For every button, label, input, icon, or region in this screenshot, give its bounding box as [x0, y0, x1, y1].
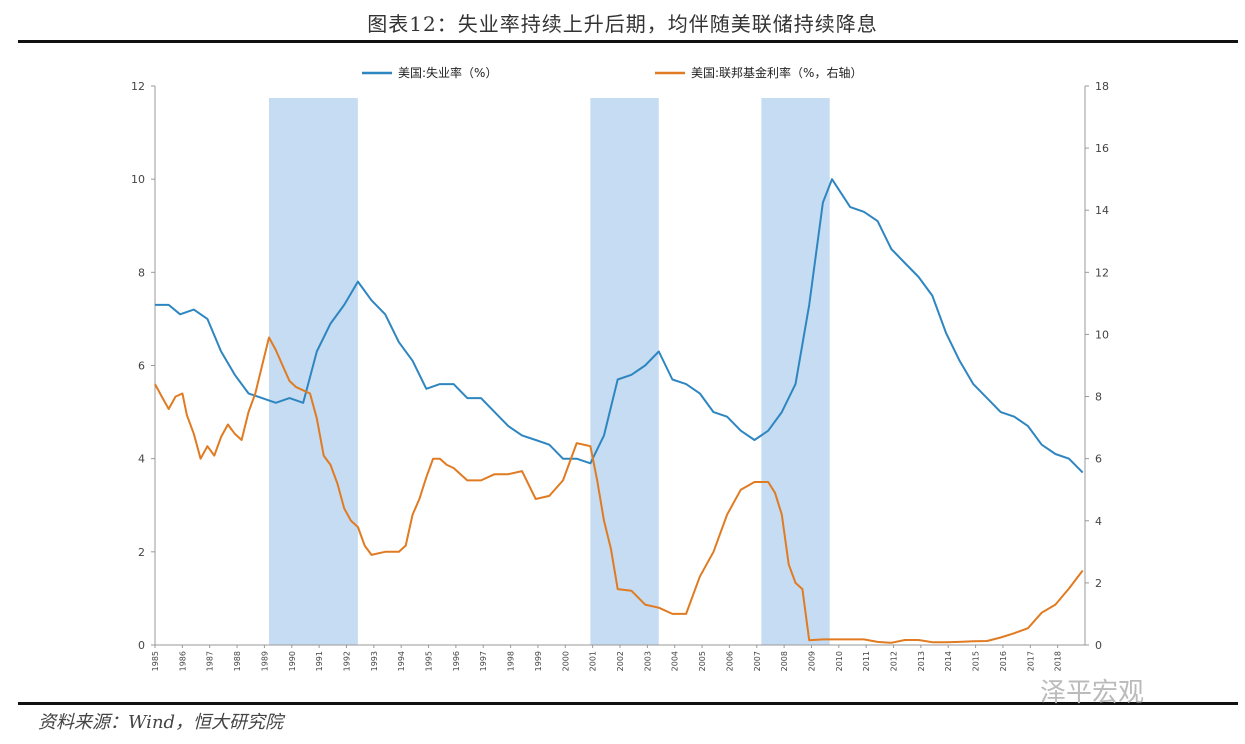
right-tick-label: 8	[1095, 391, 1102, 404]
x-tick-label: 1994	[397, 651, 406, 671]
x-tick-label: 2012	[890, 651, 899, 671]
axes: 0 2 4 6 8 10 12 0 2 4 6 8 10 12 14 16 18 1985 1986 1987 1988…	[131, 80, 1109, 671]
recession-band-2	[590, 98, 659, 645]
x-tick-label: 1999	[534, 651, 543, 671]
chart-title: 图表12：失业率持续上升后期，均伴随美联储持续降息	[367, 12, 878, 36]
unemployment-rate-line	[155, 178, 1084, 474]
right-tick-label: 2	[1095, 577, 1102, 590]
recession-bands	[268, 98, 830, 645]
recession-band-3	[761, 98, 830, 645]
x-tick-label: 2003	[643, 651, 652, 671]
x-tick-label: 2010	[835, 651, 844, 671]
right-tick-label: 6	[1095, 453, 1102, 466]
x-tick-label: 1997	[479, 651, 488, 671]
source-note: 资料来源：Wind，恒大研究院	[38, 712, 284, 733]
left-tick-label: 12	[131, 80, 145, 93]
right-tick-label: 14	[1095, 204, 1109, 217]
x-tick-label: 2007	[753, 651, 762, 671]
legend-label-2: 美国:联邦基金利率（%，右轴）	[691, 65, 862, 80]
x-tick-label: 1995	[425, 651, 434, 671]
x-tick-label: 1987	[206, 651, 215, 671]
x-tick-label: 2005	[698, 651, 707, 671]
x-tick-label: 2017	[1026, 651, 1035, 671]
x-tick-label: 2000	[561, 651, 570, 671]
right-tick-label: 10	[1095, 328, 1109, 341]
x-tick-label: 2016	[999, 651, 1008, 671]
left-tick-label: 10	[131, 173, 145, 186]
right-tick-label: 16	[1095, 142, 1109, 155]
x-tick-label: 2008	[780, 651, 789, 671]
x-tick-label: 1996	[452, 651, 461, 671]
bottom-rule	[18, 702, 1238, 705]
x-tick-label: 2014	[944, 651, 953, 671]
recession-band-1	[268, 98, 358, 645]
x-tick-label: 1991	[315, 651, 324, 671]
x-tick-label: 2011	[862, 651, 871, 671]
x-tick-label: 2015	[972, 651, 981, 671]
x-tick-label: 2018	[1054, 651, 1063, 671]
legend: 美国:失业率（%） 美国:联邦基金利率（%，右轴）	[362, 65, 862, 80]
right-tick-label: 4	[1095, 515, 1102, 528]
x-tick-label: 2001	[589, 651, 598, 671]
left-tick-label: 0	[138, 639, 145, 652]
right-tick-label: 0	[1095, 639, 1102, 652]
watermark: 泽平宏观	[1040, 678, 1145, 708]
x-tick-label: 1989	[260, 651, 269, 671]
x-tick-label: 1986	[178, 651, 187, 671]
left-tick-label: 2	[138, 546, 145, 559]
x-tick-label: 1988	[233, 651, 242, 671]
x-tick-label: 1993	[370, 651, 379, 671]
top-rule	[18, 40, 1238, 43]
series-lines	[154, 178, 1084, 644]
x-tick-label: 1985	[151, 651, 160, 671]
x-tick-label: 2002	[616, 651, 625, 671]
x-tick-label: 1990	[288, 651, 297, 671]
x-tick-label: 1998	[507, 651, 516, 671]
chart-svg: 0 2 4 6 8 10 12 0 2 4 6 8 10 12 14 16 18 1985 1986 1987 1988…	[131, 65, 1109, 671]
left-tick-label: 8	[138, 266, 145, 279]
legend-label-1: 美国:失业率（%）	[398, 65, 497, 80]
x-tick-label: 2009	[807, 651, 816, 671]
right-tick-label: 12	[1095, 266, 1109, 279]
x-tick-label: 2006	[725, 651, 734, 671]
left-tick-label: 6	[138, 360, 145, 373]
fed-funds-rate-line	[154, 336, 1084, 644]
right-tick-label: 18	[1095, 80, 1109, 93]
x-tick-label: 1992	[342, 651, 351, 671]
left-tick-label: 4	[138, 453, 145, 466]
x-tick-label: 2013	[917, 651, 926, 671]
x-tick-label: 2004	[671, 651, 680, 671]
